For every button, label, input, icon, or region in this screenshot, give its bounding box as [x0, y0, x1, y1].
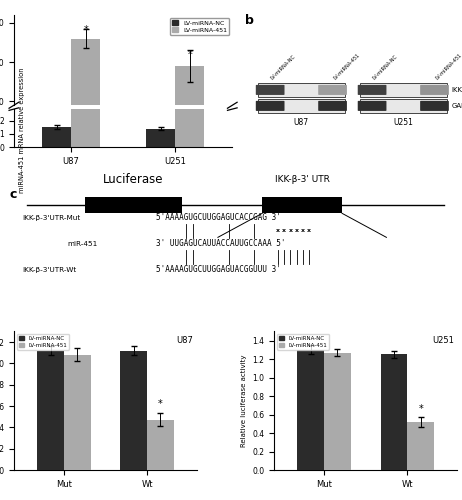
Text: x: x	[307, 228, 311, 234]
FancyBboxPatch shape	[256, 85, 285, 95]
Bar	[381, 354, 407, 470]
Bar	[359, 83, 447, 97]
Text: LV-miRNA-451: LV-miRNA-451	[434, 52, 462, 80]
Legend: LV-miRNA-NC, LV-miRNA-451: LV-miRNA-NC, LV-miRNA-451	[170, 18, 229, 35]
Text: miRNA-451 mRNA relative expression: miRNA-451 mRNA relative expression	[19, 67, 25, 192]
Bar	[37, 350, 64, 470]
Bar	[258, 99, 345, 113]
Y-axis label: Relative luciferase activity: Relative luciferase activity	[241, 354, 247, 447]
Text: GAPDH: GAPDH	[451, 103, 462, 109]
FancyBboxPatch shape	[358, 101, 386, 111]
Bar	[42, 128, 71, 147]
Text: U251: U251	[393, 118, 413, 127]
Text: U251: U251	[432, 336, 454, 344]
Bar	[407, 422, 434, 470]
Text: c: c	[9, 188, 17, 202]
Bar	[71, 38, 100, 376]
FancyBboxPatch shape	[358, 85, 386, 95]
Text: LV-miRNA-NC: LV-miRNA-NC	[270, 54, 297, 80]
FancyBboxPatch shape	[318, 101, 347, 111]
Bar	[146, 128, 175, 147]
Text: 3' UUGAGUCAUUACCAUUGCCAAA 5': 3' UUGAGUCAUUACCAUUGCCAAA 5'	[156, 240, 286, 248]
Text: U87: U87	[294, 118, 309, 127]
Text: miR-451: miR-451	[67, 241, 97, 247]
Text: IKK-β-3'UTR-Mut: IKK-β-3'UTR-Mut	[23, 215, 81, 221]
Bar	[146, 370, 175, 376]
Bar	[42, 370, 71, 376]
Text: IKKβ: IKKβ	[451, 87, 462, 93]
Text: *: *	[83, 24, 88, 34]
Bar	[258, 83, 345, 97]
FancyBboxPatch shape	[420, 85, 449, 95]
Text: *: *	[187, 50, 192, 60]
Text: 5'AAAAGUGCUUGGAGUCACCGAG 3': 5'AAAAGUGCUUGGAGUCACCGAG 3'	[156, 214, 280, 222]
Text: x: x	[295, 228, 298, 234]
Legend: LV-miRNA-NC, LV-miRNA-451: LV-miRNA-NC, LV-miRNA-451	[277, 334, 329, 349]
Text: U87: U87	[176, 336, 194, 344]
Bar	[71, 0, 100, 147]
FancyBboxPatch shape	[318, 85, 347, 95]
Text: *: *	[419, 404, 423, 413]
Text: Luciferase: Luciferase	[103, 172, 164, 186]
Bar	[64, 355, 91, 470]
Legend: LV-miRNA-NC, LV-miRNA-451: LV-miRNA-NC, LV-miRNA-451	[17, 334, 69, 349]
Text: x: x	[276, 228, 280, 234]
Text: x: x	[282, 228, 286, 234]
Bar	[147, 420, 174, 470]
Bar	[121, 350, 147, 470]
Text: b: b	[245, 14, 254, 26]
Text: LV-miRNA-NC: LV-miRNA-NC	[372, 54, 399, 80]
FancyBboxPatch shape	[420, 101, 449, 111]
FancyBboxPatch shape	[256, 101, 285, 111]
Bar	[298, 350, 324, 470]
Text: LV-miRNA-451: LV-miRNA-451	[333, 52, 361, 80]
Text: IKK-β-3'UTR-Wt: IKK-β-3'UTR-Wt	[23, 266, 77, 272]
Bar	[324, 352, 351, 470]
Text: x: x	[301, 228, 304, 234]
Bar	[175, 0, 204, 147]
Bar	[359, 99, 447, 113]
Text: IKK-β-3' UTR: IKK-β-3' UTR	[275, 174, 329, 184]
Text: x: x	[288, 228, 292, 234]
Text: *: *	[158, 399, 163, 409]
Bar	[85, 196, 182, 214]
Bar	[262, 196, 342, 214]
Text: 5'AAAAGUGCUUGGAGUACGGUUU 3': 5'AAAAGUGCUUGGAGUACGGUUU 3'	[156, 265, 280, 274]
Bar	[175, 66, 204, 376]
